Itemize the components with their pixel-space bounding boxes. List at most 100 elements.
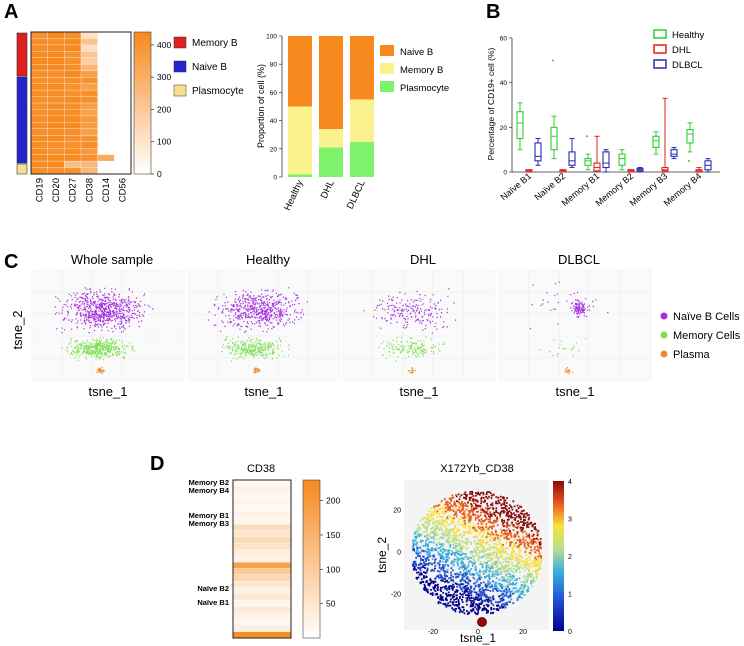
- heatmap-cell: [114, 135, 132, 143]
- heatmap-cell: [64, 160, 82, 169]
- heatmap-cell: [80, 44, 99, 52]
- heatmap-cell: [47, 115, 65, 123]
- cd38-row-label: Memory B4: [189, 486, 230, 495]
- box-iqr: [618, 153, 626, 166]
- heatmap-cell: [114, 109, 132, 117]
- heatmap-cell: [64, 44, 82, 52]
- heatmap-cell: [80, 57, 99, 65]
- cd38-tsne-colorbar-tick: 0: [568, 629, 572, 636]
- heatmap-cell: [114, 89, 132, 98]
- box-category-label: Memory B4: [662, 171, 704, 208]
- bar-legend: Naive B Memory B Plasmocyte: [380, 45, 449, 94]
- heatmap-cell: [114, 51, 132, 59]
- box-legend-label: DLBCL: [672, 60, 703, 71]
- heatmap-cell: [64, 109, 82, 117]
- heatmap-cell: [64, 83, 82, 91]
- panel-d-letter: D: [150, 453, 164, 475]
- heatmap-cell: [30, 102, 49, 110]
- heatmap-colorbar: [133, 31, 152, 175]
- heatmap-cell: [97, 141, 115, 149]
- heatmap-cell: [47, 128, 65, 136]
- heatmap-cell: [114, 115, 132, 123]
- cd38-tsne-y-tick: -20: [391, 592, 401, 599]
- box-y-label: Percentage of CD19+ cell (%): [486, 47, 496, 160]
- colorbar-tick-label: 100: [157, 137, 171, 147]
- tsne-plot: DHL tsne_1: [342, 252, 496, 399]
- bar-segment-naive-b: [319, 36, 343, 130]
- marker-label: CD56: [118, 178, 129, 202]
- cd38-tsne-colorbar: [553, 481, 564, 631]
- heatmap-cell: [47, 77, 65, 85]
- cd38-tsne-y-label: tsne_2: [375, 537, 389, 573]
- heatmap-cell: [47, 141, 65, 149]
- heatmap-cell: [114, 70, 132, 78]
- box-outlier: [586, 135, 588, 138]
- heatmap-cell: [114, 141, 132, 149]
- box-legend-swatch: [653, 29, 667, 39]
- heatmap-cell: [30, 141, 49, 149]
- box-iqr: [568, 151, 576, 166]
- heatmap-cell: [80, 64, 99, 72]
- cd38-heatmap-cell: [232, 574, 292, 582]
- bar-category-label: DHL: [319, 179, 337, 201]
- cd38-tsne-colorbar-tick: 3: [568, 517, 572, 524]
- cd38-tsne-x-tick: -20: [428, 629, 438, 636]
- heatmap-cell: [64, 64, 82, 72]
- heatmap-cell: [114, 57, 132, 65]
- heatmap-cell: [30, 83, 49, 91]
- heatmap-cell: [47, 154, 65, 162]
- cd38-row-label: Memory B2: [189, 478, 229, 487]
- heatmap-cell: [114, 64, 132, 72]
- bar-y-tick-label: 0: [273, 175, 277, 182]
- cd38-row-label: Memory B1: [189, 511, 229, 520]
- cd38-heatmap-cell: [232, 631, 292, 639]
- bar-legend-swatch: [380, 45, 394, 56]
- tsne-points-naive: [207, 287, 308, 333]
- box-y-tick-label: 60: [500, 36, 508, 43]
- heatmap-cell: [47, 89, 65, 98]
- tsne-points-memory: [61, 336, 136, 361]
- bar-y-tick-label: 40: [270, 118, 278, 125]
- heatmap-cell: [114, 154, 132, 162]
- heatmap-cell: [64, 31, 82, 39]
- tsne-points-plasma: [564, 367, 574, 375]
- cd38-heatmap-cell: [232, 498, 292, 506]
- heatmap-cell: [64, 115, 82, 123]
- cd38-tsne-axis-ticks: -20 0 20 20 0 -20: [391, 508, 527, 637]
- box-iqr: [670, 149, 678, 157]
- heatmap-cell: [80, 160, 99, 169]
- heatmap-cell: [114, 128, 132, 136]
- cd38-tsne-points-level: [433, 494, 542, 561]
- bar-segment-naive-b: [350, 36, 374, 100]
- cd38-tsne-y-tick: 0: [397, 550, 401, 557]
- box-legend: Healthy DHL DLBCL: [653, 29, 704, 71]
- heatmap-cell: [80, 51, 99, 59]
- legend-label-memory: Memory Cells: [673, 330, 741, 342]
- row-annotation-memory-b: [16, 32, 28, 77]
- heatmap-cell: [97, 109, 115, 117]
- cd38-tsne-points-level: [455, 490, 542, 546]
- colorbar-tick-label: 300: [157, 72, 171, 82]
- heatmap-cell: [97, 38, 115, 46]
- box-iqr: [686, 129, 694, 144]
- cd38-heatmap-cell: [232, 587, 292, 595]
- heatmap-cell: [80, 102, 99, 110]
- heatmap-cell: [80, 70, 99, 78]
- cd38-heatmap-cell: [232, 479, 292, 487]
- cd38-heatmap-cell: [232, 599, 292, 607]
- heatmap-cell: [80, 122, 99, 130]
- bar-y-tick-label: 60: [270, 90, 278, 97]
- colorbar-tick-label: 0: [157, 169, 162, 179]
- cd38-tsne-points-level: [412, 544, 524, 609]
- cd38-heatmap-cell: [232, 555, 292, 563]
- heatmap-cell: [80, 115, 99, 123]
- cd38-heatmap-cell: [232, 517, 292, 525]
- box-iqr: [550, 126, 558, 151]
- tsne-plots: Whole sample tsne_1 Healthy tsne_1 DHL tsne_1…: [31, 252, 652, 399]
- cd38-tsne-colorbar-ticks: 4 3 2 1 0: [568, 479, 572, 636]
- heatmap-cell: [64, 141, 82, 149]
- cd38-heatmap-cell: [232, 543, 292, 550]
- heatmap-cell: [97, 89, 115, 98]
- tsne-points-plasma: [253, 367, 261, 374]
